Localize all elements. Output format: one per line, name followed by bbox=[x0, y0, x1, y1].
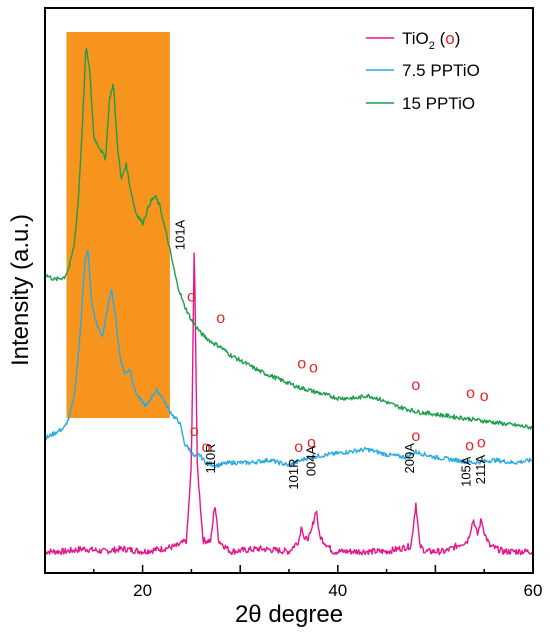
tio2-marker: o bbox=[465, 437, 474, 454]
x-tick-label: 20 bbox=[133, 581, 152, 600]
x-axis: 20 40 60 bbox=[44, 565, 543, 600]
x-tick-label: 40 bbox=[328, 581, 347, 600]
peak-label: 110R bbox=[203, 443, 218, 473]
legend-label: 15 PPTiO bbox=[402, 94, 475, 113]
peak-label: 105A bbox=[459, 456, 474, 487]
tio2-marker: o bbox=[297, 356, 306, 373]
peak-label: 200A bbox=[402, 443, 417, 474]
x-tick-label: 60 bbox=[524, 581, 543, 600]
tio2-marker: o bbox=[411, 428, 420, 445]
tio2-marker: o bbox=[411, 377, 420, 394]
series-line-0 bbox=[44, 252, 534, 556]
series-line-1 bbox=[44, 249, 534, 469]
marker-layer: ooo oo o ooo o o oo o bbox=[187, 288, 489, 456]
tio2-marker: o bbox=[480, 388, 489, 405]
tio2-marker: o bbox=[294, 439, 303, 456]
tio2-marker: o bbox=[309, 359, 318, 376]
tio2-marker: o bbox=[190, 423, 199, 440]
peak-label: 211A bbox=[473, 454, 488, 484]
y-axis-label: Intensity (a.u.) bbox=[7, 214, 34, 366]
peak-label: 004A bbox=[303, 445, 318, 476]
tio2-marker: o bbox=[216, 310, 225, 327]
highlight-band bbox=[66, 32, 170, 418]
tio2-marker: o bbox=[477, 435, 486, 452]
series-layer bbox=[44, 47, 534, 556]
peak-label: 101R bbox=[286, 459, 301, 490]
tio2-marker: o bbox=[187, 288, 196, 305]
peak-label: 101A bbox=[173, 219, 188, 250]
tio2-marker: o bbox=[202, 439, 211, 456]
series-line-2 bbox=[44, 47, 534, 430]
peak-label-layer: 101A 110R 101R 004A 200A 105A 211A bbox=[173, 219, 489, 489]
legend-label: TiO2 (o) bbox=[402, 29, 460, 52]
tio2-marker: o bbox=[307, 435, 316, 452]
tio2-marker: o bbox=[466, 385, 475, 402]
x-axis-label: 2θ degree bbox=[235, 601, 343, 628]
legend-label: 7.5 PPTiO bbox=[402, 61, 480, 80]
legend: TiO2 (o) 7.5 PPTiO 15 PPTiO bbox=[366, 29, 480, 113]
